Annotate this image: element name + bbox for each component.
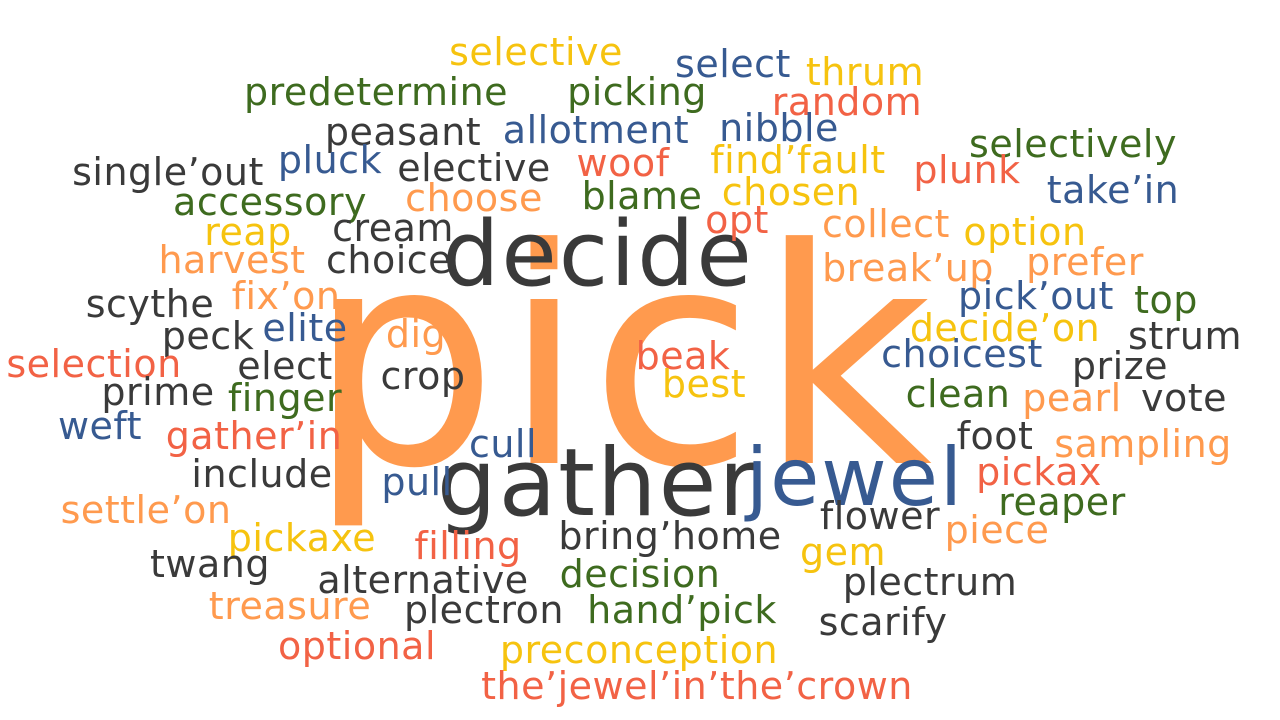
- word-include: include: [191, 452, 333, 496]
- word-the-jewel-in-the-crown: the’jewel’in’the’crown: [481, 664, 913, 708]
- word-decide-on: decide’on: [909, 306, 1101, 350]
- word-find-fault: find’fault: [710, 138, 886, 182]
- word-flower: flower: [819, 494, 941, 538]
- word-treasure: treasure: [208, 584, 372, 628]
- word-strum: strum: [1128, 314, 1242, 358]
- word-allotment: allotment: [502, 108, 690, 152]
- word-selection: selection: [6, 342, 182, 386]
- word-hand-pick: hand’pick: [587, 588, 777, 632]
- word-piece: piece: [944, 508, 1050, 552]
- word-take-in: take’in: [1046, 168, 1180, 212]
- word-gather: gather: [436, 429, 760, 538]
- word-decide: decide: [442, 202, 754, 307]
- word-jewel: jewel: [745, 431, 965, 524]
- word-choose: choose: [405, 176, 543, 220]
- word-choice: choice: [325, 238, 453, 282]
- word-pluck: pluck: [277, 138, 383, 182]
- word-elite: elite: [262, 306, 348, 350]
- word-cull: cull: [468, 422, 538, 466]
- word-pickaxe: pickaxe: [227, 516, 377, 560]
- word-selective: selective: [449, 30, 623, 74]
- word-plectron: plectron: [404, 588, 564, 632]
- word-pearl: pearl: [1022, 376, 1122, 420]
- word-plectrum: plectrum: [842, 560, 1018, 604]
- word-blame: blame: [581, 174, 703, 218]
- word-finger: finger: [227, 376, 343, 420]
- word-elective: elective: [397, 146, 551, 190]
- word-prime: prime: [101, 370, 215, 414]
- word-foot: foot: [956, 414, 1034, 458]
- word-pull: pull: [381, 460, 453, 504]
- word-select: select: [675, 42, 791, 86]
- word-reap: reap: [204, 210, 292, 254]
- word-decision: decision: [559, 552, 721, 596]
- word-option: option: [963, 210, 1087, 254]
- word-nibble: nibble: [719, 106, 839, 150]
- word-opt: opt: [705, 198, 769, 242]
- word-collect: collect: [822, 202, 950, 246]
- word-preconception: preconception: [499, 628, 779, 672]
- word-harvest: harvest: [158, 238, 306, 282]
- word-selectively: selectively: [969, 122, 1177, 166]
- word-picking: picking: [567, 70, 707, 114]
- word-chosen: chosen: [721, 170, 861, 214]
- word-pick-out: pick’out: [958, 274, 1114, 318]
- word-dig: dig: [385, 312, 447, 356]
- word-cream: cream: [332, 206, 454, 250]
- word-reaper: reaper: [998, 480, 1126, 524]
- word-random: random: [771, 80, 923, 124]
- word-crop: crop: [380, 354, 466, 398]
- word-elect: elect: [237, 344, 333, 388]
- word-optional: optional: [277, 624, 437, 668]
- word-alternative: alternative: [317, 558, 529, 602]
- word-accessory: accessory: [173, 180, 367, 224]
- word-prefer: prefer: [1026, 240, 1144, 284]
- word-predetermine: predetermine: [243, 70, 509, 114]
- word-vote: vote: [1140, 376, 1228, 420]
- word-break-up: break’up: [822, 246, 994, 290]
- word-pick: pick: [307, 185, 937, 534]
- word-peasant: peasant: [324, 110, 482, 154]
- word-gem: gem: [799, 530, 887, 574]
- word-weft: weft: [57, 404, 143, 448]
- word-pickax: pickax: [976, 450, 1102, 494]
- word-gather-in: gather’in: [165, 414, 343, 458]
- word-twang: twang: [150, 542, 270, 586]
- word-choicest: choicest: [881, 332, 1043, 376]
- word-sampling: sampling: [1054, 422, 1232, 466]
- word-top: top: [1134, 278, 1198, 322]
- word-scarify: scarify: [818, 600, 948, 644]
- word-beak: beak: [635, 334, 731, 378]
- word-best: best: [661, 362, 747, 406]
- word-woof: woof: [576, 141, 670, 185]
- word-plunk: plunk: [913, 148, 1021, 192]
- word-thrum: thrum: [805, 50, 925, 94]
- word-prize: prize: [1071, 344, 1169, 388]
- word-bring-home: bring’home: [558, 514, 782, 558]
- word-scythe: scythe: [85, 282, 215, 326]
- word-settle-on: settle’on: [60, 488, 232, 532]
- word-single-out: single’out: [72, 150, 264, 194]
- word-fix-on: fix’on: [231, 274, 341, 318]
- word-filling: filling: [414, 524, 522, 568]
- word-peck: peck: [161, 314, 255, 358]
- word-clean: clean: [905, 372, 1011, 416]
